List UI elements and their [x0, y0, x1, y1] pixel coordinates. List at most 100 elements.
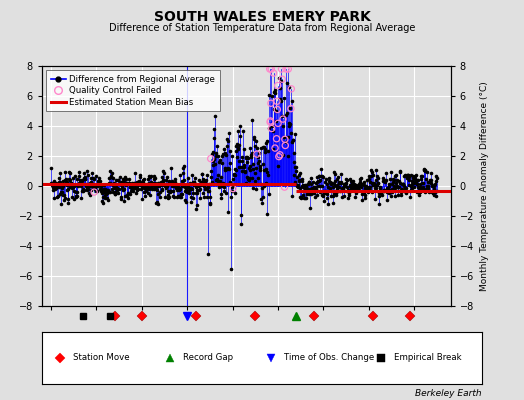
- Point: [102, 190, 111, 196]
- Point: [310, 184, 319, 190]
- Point: [427, 180, 435, 186]
- Point: [397, 187, 405, 193]
- Point: [82, 187, 91, 194]
- Point: [240, 164, 248, 170]
- Point: [233, 145, 242, 151]
- Text: Difference of Station Temperature Data from Regional Average: Difference of Station Temperature Data f…: [109, 23, 415, 33]
- Point: [190, 179, 198, 186]
- Point: [135, 179, 144, 186]
- Point: [342, 180, 351, 186]
- Point: [374, 180, 382, 187]
- Point: [198, 179, 206, 186]
- Point: [169, 188, 177, 194]
- Point: [238, 158, 246, 165]
- Point: [396, 180, 405, 186]
- Point: [380, 176, 389, 183]
- Point: [322, 188, 330, 194]
- Point: [253, 145, 261, 151]
- Point: [422, 169, 431, 175]
- Point: [172, 184, 180, 191]
- Point: [180, 196, 189, 203]
- Point: [167, 181, 175, 187]
- Point: [398, 181, 407, 187]
- Point: [104, 187, 112, 193]
- Point: [83, 168, 92, 174]
- Point: [225, 166, 233, 172]
- Point: [146, 192, 155, 198]
- Point: [201, 186, 209, 192]
- Point: [384, 188, 392, 195]
- Point: [401, 190, 410, 196]
- Point: [52, 193, 61, 200]
- Point: [344, 188, 352, 194]
- Point: [169, 182, 178, 188]
- Point: [116, 179, 125, 185]
- Point: [249, 133, 258, 140]
- Point: [126, 191, 135, 198]
- Point: [352, 186, 360, 192]
- Point: [318, 183, 326, 189]
- Point: [382, 186, 390, 193]
- Point: [179, 165, 188, 171]
- Point: [288, 139, 297, 145]
- Point: [345, 192, 353, 198]
- Point: [93, 181, 102, 188]
- Point: [138, 184, 146, 190]
- Point: [351, 184, 359, 190]
- Point: [48, 182, 56, 188]
- Point: [296, 185, 304, 191]
- Point: [337, 171, 345, 177]
- Point: [334, 188, 342, 194]
- Point: [265, 124, 273, 131]
- Point: [366, 184, 375, 190]
- Point: [267, 125, 276, 132]
- Point: [359, 179, 368, 185]
- Point: [263, 169, 271, 175]
- Point: [327, 180, 335, 186]
- Point: [430, 191, 439, 198]
- Point: [268, 123, 276, 129]
- Point: [211, 113, 220, 120]
- Text: Time of Obs. Change: Time of Obs. Change: [284, 354, 374, 362]
- Point: [199, 176, 207, 182]
- Point: [122, 182, 130, 188]
- Point: [408, 185, 417, 192]
- Point: [308, 188, 316, 194]
- Point: [269, 128, 277, 134]
- Point: [154, 180, 162, 187]
- Point: [244, 165, 253, 172]
- Point: [151, 184, 160, 190]
- Point: [419, 180, 428, 186]
- Point: [207, 174, 215, 180]
- Point: [378, 191, 386, 198]
- Point: [123, 180, 131, 186]
- Point: [429, 186, 438, 192]
- Point: [250, 178, 259, 184]
- Point: [183, 181, 191, 187]
- Point: [362, 184, 370, 191]
- Point: [174, 193, 183, 199]
- Point: [72, 193, 80, 199]
- Point: [294, 178, 303, 184]
- Point: [203, 188, 212, 194]
- Point: [335, 179, 343, 185]
- Point: [103, 187, 111, 194]
- Point: [125, 176, 134, 182]
- Point: [242, 180, 250, 186]
- Point: [185, 190, 193, 196]
- Point: [149, 180, 157, 186]
- Point: [331, 178, 340, 184]
- Point: [392, 180, 400, 186]
- Point: [177, 191, 185, 197]
- Point: [377, 189, 386, 196]
- Point: [195, 187, 203, 193]
- Point: [335, 180, 344, 186]
- Point: [332, 192, 341, 199]
- Point: [412, 172, 420, 178]
- Point: [357, 184, 366, 190]
- Point: [417, 184, 425, 191]
- Point: [226, 265, 235, 272]
- Point: [51, 185, 59, 191]
- Point: [182, 186, 191, 192]
- Point: [205, 181, 213, 188]
